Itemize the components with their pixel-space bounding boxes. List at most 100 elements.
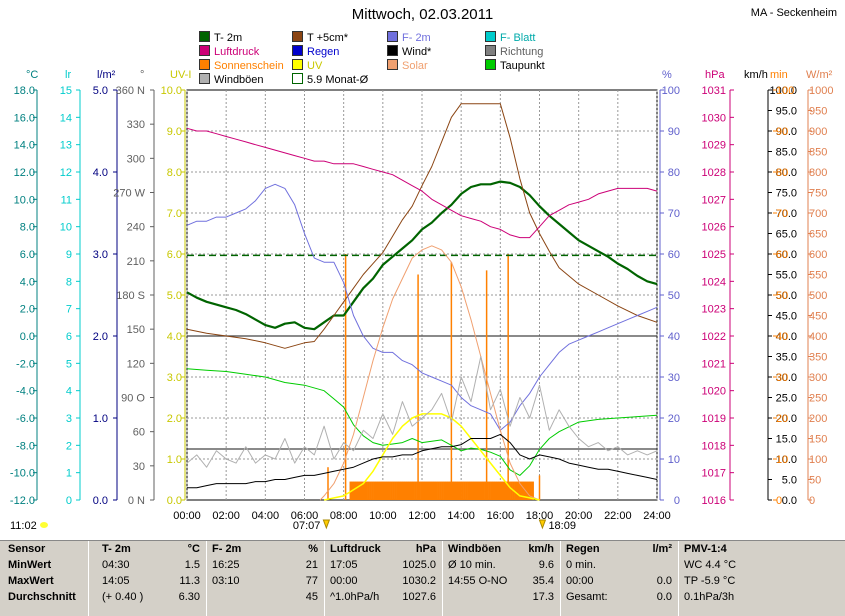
- x-tick-label: 00:00: [173, 510, 201, 522]
- sunshine-bar: [514, 481, 517, 500]
- sunshine-bar: [455, 481, 458, 500]
- table-row: 00:00 1030.2: [324, 573, 442, 589]
- legend-swatch: [199, 73, 210, 84]
- table-cell: 11.3: [179, 575, 200, 587]
- series-line: [186, 127, 658, 239]
- table-cell: Sensor: [8, 543, 46, 555]
- table-cell: 21: [305, 559, 318, 571]
- sunshine-bar: [359, 481, 362, 500]
- sunshine-bar: [521, 481, 525, 500]
- tick-label: 4: [66, 386, 72, 398]
- axis-7: 100.095.090.085.080.075.070.065.060.055.…: [744, 69, 797, 507]
- table-row: WC 4.4 °C: [678, 557, 845, 573]
- tick-label: 400: [809, 331, 827, 343]
- sunshine-bar: [431, 481, 435, 500]
- sunshine-bar: [484, 481, 487, 500]
- tick-label: 7: [66, 304, 72, 316]
- table-cell: 0 min.: [566, 559, 596, 571]
- tick-label: 1025: [702, 249, 726, 261]
- tick-label: 750: [809, 188, 827, 200]
- legend-item: Solar: [387, 59, 428, 73]
- tick-label: 240: [127, 222, 145, 234]
- sunshine-bar: [425, 481, 429, 500]
- tick-label: 300: [809, 372, 827, 384]
- tick-label: 0: [674, 495, 680, 507]
- sunshine-bar: [488, 481, 491, 500]
- tick-label: 3: [66, 413, 72, 425]
- sunshine-bar: [467, 481, 470, 500]
- table-column: T- 2m °C 04:30 1.5 14:05 11.3 (+ 0.40 ) 6.30: [88, 541, 207, 616]
- tick-label: 70: [668, 208, 680, 220]
- tick-label: 10.0: [776, 454, 797, 466]
- sunshine-bar: [519, 481, 523, 500]
- sunshine-bar: [373, 481, 376, 500]
- tick-label: 1029: [702, 140, 726, 152]
- tick-label: 100: [662, 85, 680, 97]
- tick-label: 1020: [702, 386, 726, 398]
- tick-label: 1.0: [93, 413, 108, 425]
- sunshine-bar: [435, 481, 438, 500]
- tick-label: 1030: [702, 112, 726, 124]
- tick-label: 0: [66, 495, 72, 507]
- tick-label: 0: [776, 495, 782, 507]
- table-column: Windböen km/h Ø 10 min. 9.6 14:55 O-NO 35.4 17…: [442, 541, 561, 616]
- table-cell: °C: [187, 543, 200, 555]
- tick-label: 5.0: [782, 475, 797, 487]
- sunshine-bar: [388, 481, 391, 500]
- sunshine-bar: [363, 481, 366, 500]
- table-cell: Luftdruck: [330, 543, 381, 555]
- tick-label: 1031: [702, 85, 726, 97]
- sunshine-bar: [506, 481, 509, 500]
- tick-label: 13: [60, 140, 72, 152]
- sunshine-bar: [445, 481, 448, 500]
- series-line: [186, 368, 658, 476]
- tick-label: 10: [776, 454, 788, 466]
- tick-label: 80: [776, 167, 788, 179]
- tick-label: 6: [66, 331, 72, 343]
- table-cell: 1.5: [184, 559, 200, 571]
- tick-label: 30: [668, 372, 680, 384]
- x-tick-label: 20:00: [565, 510, 593, 522]
- sunshine-bar: [367, 481, 370, 500]
- table-header: F- 2m%: [206, 541, 324, 557]
- station-name: MA - Seckenheim: [750, 7, 837, 19]
- tick-label: -12.0: [10, 495, 35, 507]
- tick-label: 9: [66, 249, 72, 261]
- table-row: 45: [206, 589, 324, 605]
- tick-label: 900: [809, 126, 827, 138]
- tick-label: 100: [776, 85, 794, 97]
- tick-label: 55.0: [776, 270, 797, 282]
- tick-label: 85.0: [776, 147, 797, 159]
- sunset-icon: [538, 519, 547, 530]
- tick-label: 75.0: [776, 188, 797, 200]
- axis-9: 1000950900850800750700650600550500450400…: [806, 69, 833, 507]
- sunshine-bar: [461, 481, 464, 500]
- tick-label: 300: [127, 153, 145, 165]
- sunshine-bar: [498, 481, 501, 500]
- table-cell: 1030.2: [402, 575, 436, 587]
- table-row: 04:30 1.5: [88, 557, 206, 573]
- tick-label: 18.0: [14, 85, 35, 97]
- sunshine-bar: [523, 481, 527, 500]
- tick-label: 8.0: [20, 222, 35, 234]
- series-line: [187, 433, 658, 489]
- sunrise-time: 07:07: [293, 520, 321, 532]
- table-row: 14:05 11.3: [88, 573, 206, 589]
- tick-label: 1017: [702, 468, 726, 480]
- table-cell: MinWert: [8, 559, 52, 571]
- sunshine-bar: [494, 481, 497, 500]
- sunshine-bar: [365, 481, 368, 500]
- sunshine-bar: [459, 481, 462, 500]
- sunshine-bar: [463, 481, 466, 500]
- tick-label: 30: [776, 372, 788, 384]
- tick-label: 800: [809, 167, 827, 179]
- sunshine-bar: [408, 481, 411, 500]
- legend-item: F- 2m: [387, 31, 431, 45]
- tick-label: 100.0: [769, 85, 797, 97]
- tick-label: 90: [776, 126, 788, 138]
- sunshine-bar: [525, 481, 529, 500]
- table-cell: T- 2m: [102, 543, 131, 555]
- axis-unit: l/m²: [97, 69, 116, 81]
- tick-label: 45.0: [776, 311, 797, 323]
- axis-unit: lr: [65, 69, 71, 81]
